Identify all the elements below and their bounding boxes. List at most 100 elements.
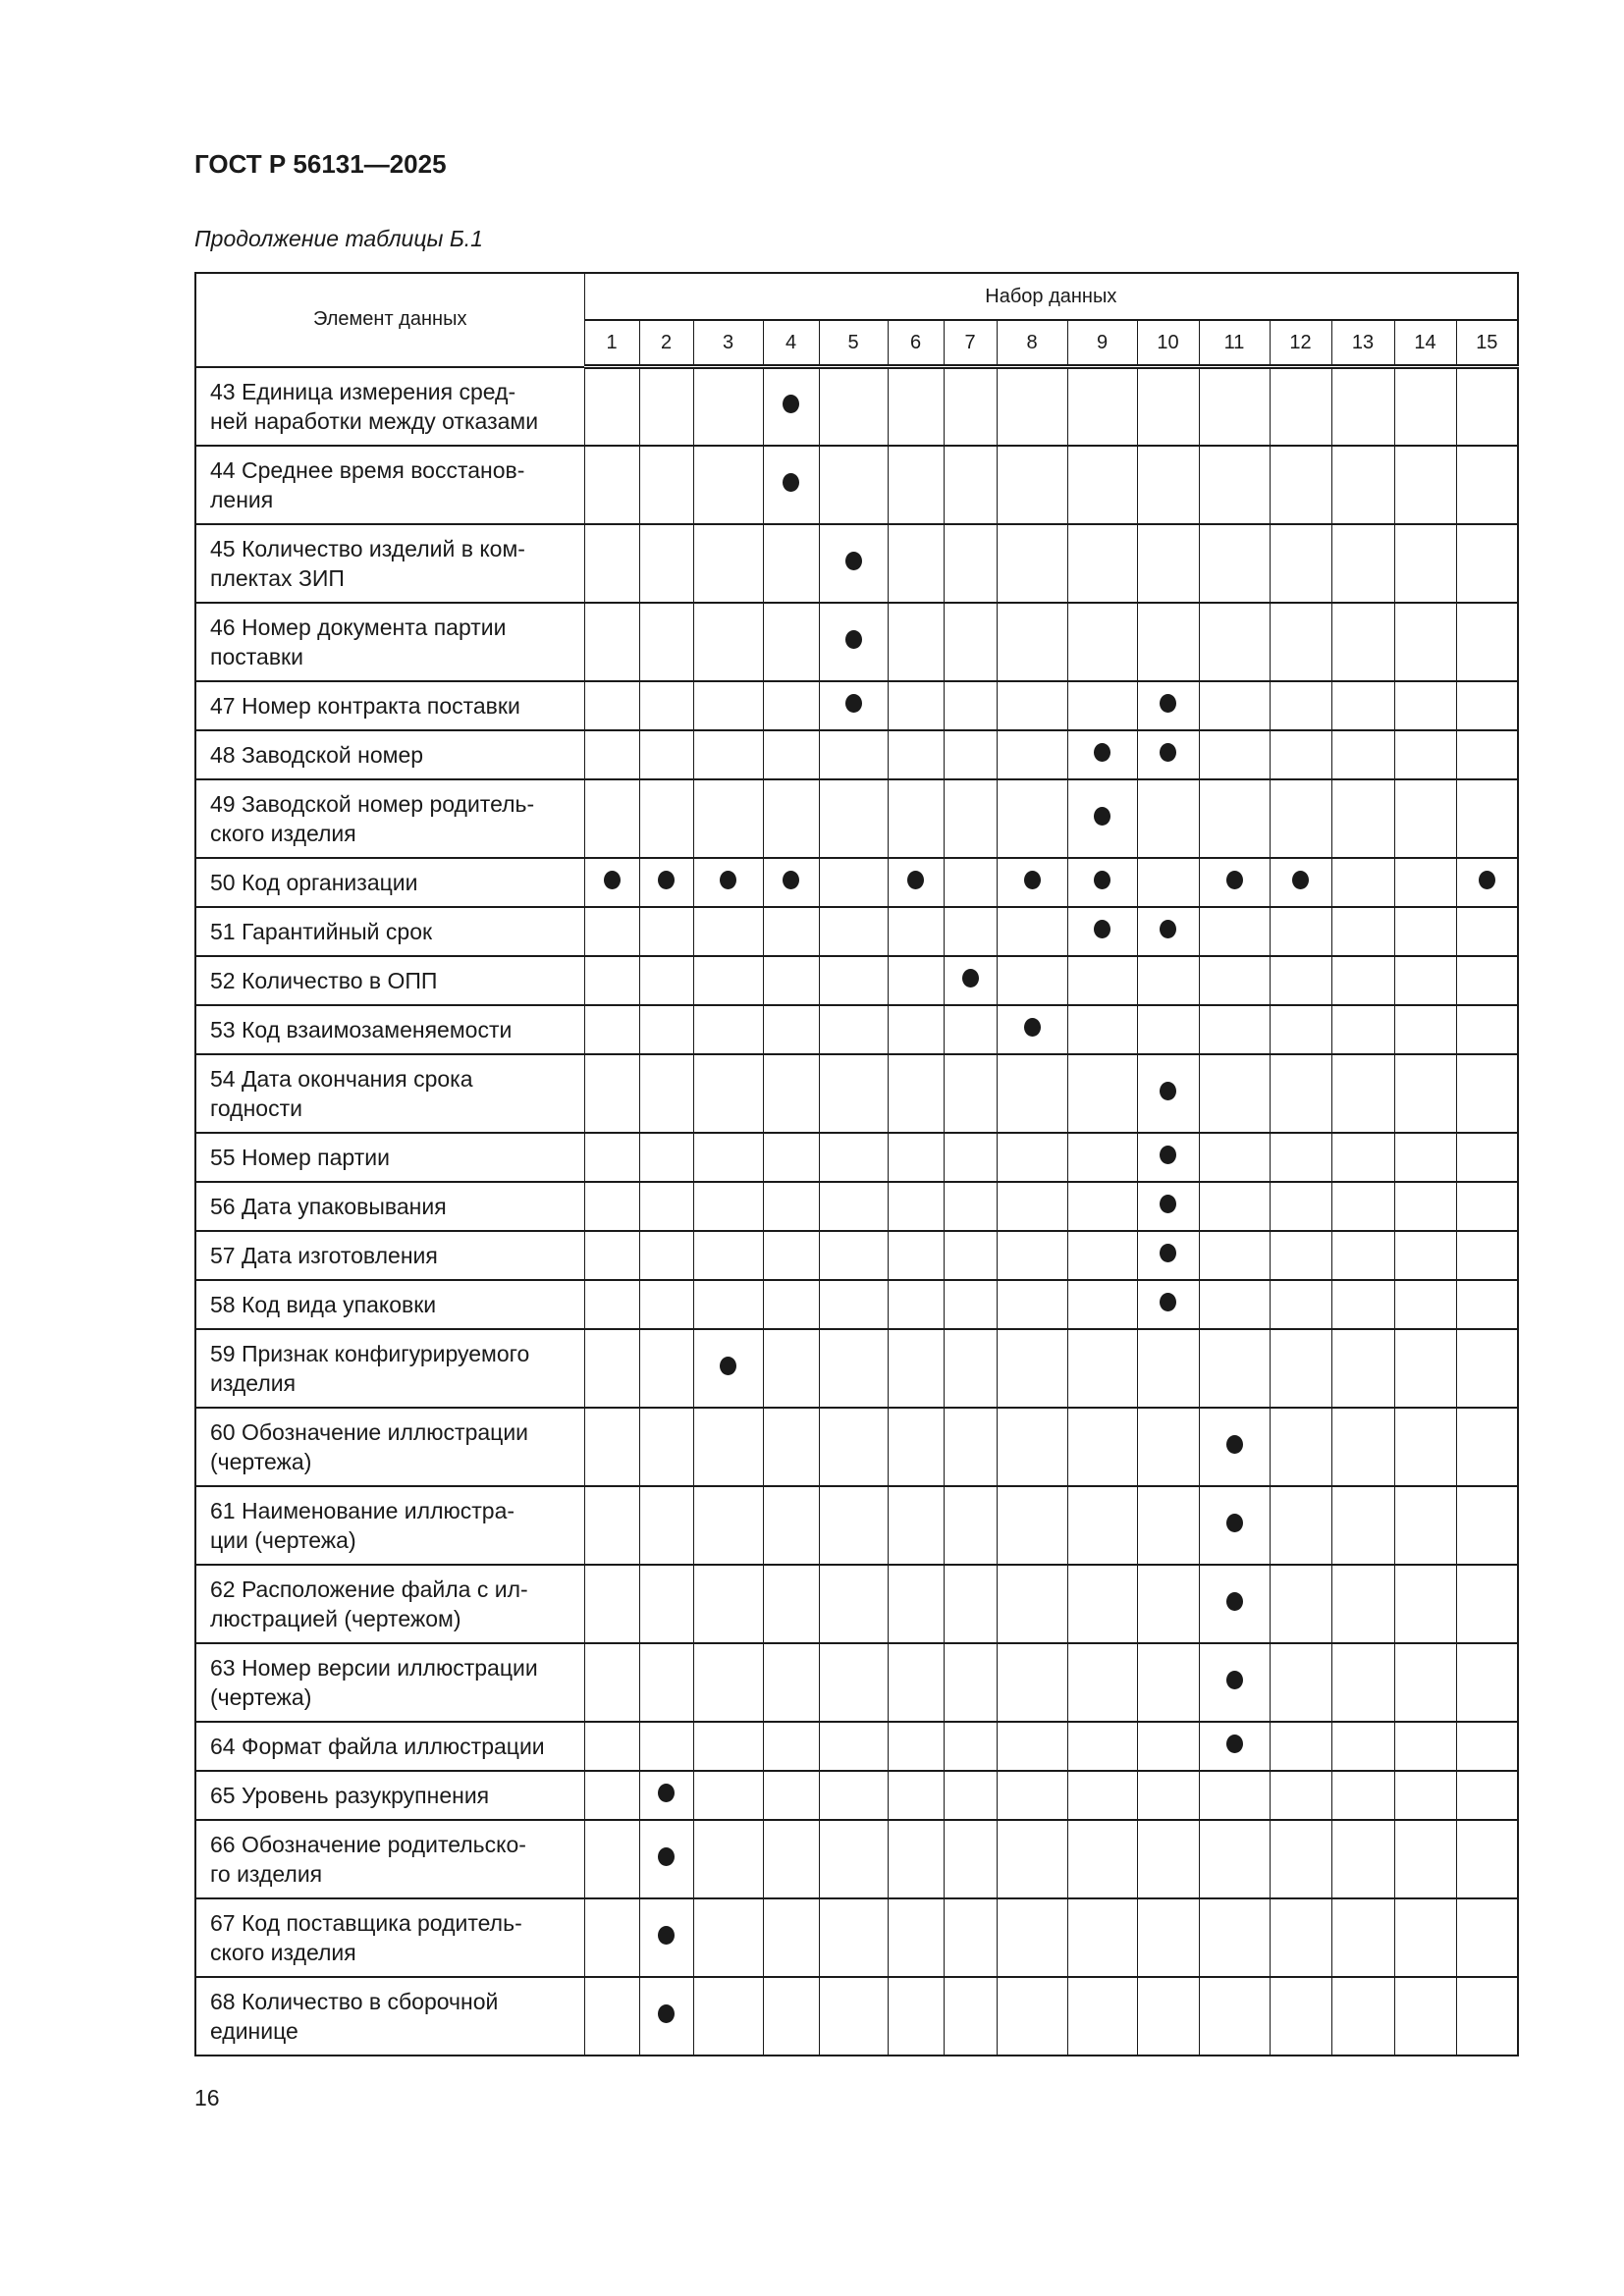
mark-cell (996, 444, 1068, 525)
mark-cell (692, 1229, 764, 1281)
data-element-label: 51 Гарантийный срок (194, 905, 585, 957)
mark-cell (583, 1484, 640, 1566)
mark-cell (1330, 728, 1395, 780)
mark-cell (996, 522, 1068, 604)
mark-cell (1198, 856, 1271, 908)
mark-cell (638, 1229, 694, 1281)
mark-cell (1198, 1052, 1271, 1134)
mark-cell (1455, 856, 1519, 908)
data-element-label: 61 Наименование иллюстра- ции (чертежа) (194, 1484, 585, 1566)
mark-cell (1066, 905, 1138, 957)
mark-cell (943, 365, 998, 447)
mark-cell (583, 905, 640, 957)
mark-cell (1393, 777, 1457, 859)
mark-cell (583, 1720, 640, 1772)
mark-cell (818, 1229, 889, 1281)
mark-cell (583, 1278, 640, 1330)
mark-cell (1066, 954, 1138, 1006)
mark-cell (638, 856, 694, 908)
mark-cell (638, 1131, 694, 1183)
mark-cell (1198, 728, 1271, 780)
mark-cell (1330, 1563, 1395, 1644)
mark-cell (692, 1003, 764, 1055)
table-row: 67 Код поставщика родитель- ского издели… (194, 1896, 1519, 1978)
mark-cell (1330, 1484, 1395, 1566)
filled-circle-icon (907, 870, 924, 889)
mark-cell (1393, 905, 1457, 957)
mark-cell (818, 954, 889, 1006)
mark-cell (1136, 856, 1200, 908)
data-element-label: 53 Код взаимозаменяемости (194, 1003, 585, 1055)
table-row: 60 Обозначение иллюстрации (чертежа) (194, 1406, 1519, 1487)
mark-cell (1136, 1484, 1200, 1566)
mark-cell (1269, 1896, 1332, 1978)
mark-cell (762, 1229, 820, 1281)
mark-cell (943, 1003, 998, 1055)
table-row: 43 Единица измерения сред- ней наработки… (194, 365, 1519, 447)
data-set-number: 5 (818, 319, 889, 369)
mark-cell (943, 1720, 998, 1772)
mark-cell (638, 1720, 694, 1772)
mark-cell (583, 777, 640, 859)
mark-cell (887, 1131, 945, 1183)
filled-circle-icon (1225, 1434, 1243, 1454)
filled-circle-icon (844, 551, 862, 570)
table-row: 68 Количество в сборочной единице (194, 1975, 1519, 2056)
mark-cell (1066, 1003, 1138, 1055)
filled-circle-icon (844, 693, 862, 713)
mark-cell (1198, 522, 1271, 604)
mark-cell (692, 1975, 764, 2056)
mark-cell (692, 954, 764, 1006)
data-set-number: 10 (1136, 319, 1200, 369)
mark-cell (943, 522, 998, 604)
mark-cell (1066, 1769, 1138, 1821)
data-set-number: 15 (1455, 319, 1519, 369)
filled-circle-icon (1225, 1591, 1243, 1611)
mark-cell (1393, 679, 1457, 731)
mark-cell (638, 1818, 694, 1899)
data-element-label: 54 Дата окончания срока годности (194, 1052, 585, 1134)
mark-cell (762, 905, 820, 957)
mark-cell (1455, 1769, 1519, 1821)
mark-cell (1136, 1278, 1200, 1330)
mark-cell (1330, 1003, 1395, 1055)
filled-circle-icon (1023, 870, 1041, 889)
mark-cell (1393, 728, 1457, 780)
data-element-label: 49 Заводской номер родитель- ского издел… (194, 777, 585, 859)
mark-cell (1269, 1180, 1332, 1232)
data-set-number: 14 (1393, 319, 1457, 369)
mark-cell (583, 679, 640, 731)
mark-cell (1455, 1406, 1519, 1487)
mark-cell (996, 1052, 1068, 1134)
mark-cell (1330, 1131, 1395, 1183)
data-element-label: 65 Уровень разукрупнения (194, 1769, 585, 1821)
mark-cell (1066, 365, 1138, 447)
filled-circle-icon (1023, 1017, 1041, 1037)
mark-cell (762, 1563, 820, 1644)
mark-cell (996, 1406, 1068, 1487)
mark-cell (1330, 1180, 1395, 1232)
mark-cell (1330, 1641, 1395, 1723)
data-set-number: 1 (583, 319, 640, 369)
mark-cell (1269, 444, 1332, 525)
data-set-number: 9 (1066, 319, 1138, 369)
mark-cell (1136, 1406, 1200, 1487)
filled-circle-icon (1225, 1734, 1243, 1753)
data-element-label: 58 Код вида упаковки (194, 1278, 585, 1330)
mark-cell (1455, 1484, 1519, 1566)
mark-cell (692, 1278, 764, 1330)
mark-cell (1269, 365, 1332, 447)
mark-cell (818, 444, 889, 525)
mark-cell (1198, 1484, 1271, 1566)
mark-cell (1136, 1229, 1200, 1281)
filled-circle-icon (1478, 870, 1495, 889)
mark-cell (996, 1975, 1068, 2056)
data-set-number: 11 (1198, 319, 1271, 369)
mark-cell (887, 777, 945, 859)
mark-cell (818, 1327, 889, 1409)
mark-cell (638, 728, 694, 780)
mark-cell (583, 444, 640, 525)
mark-cell (583, 522, 640, 604)
mark-cell (887, 1484, 945, 1566)
mark-cell (1066, 1180, 1138, 1232)
